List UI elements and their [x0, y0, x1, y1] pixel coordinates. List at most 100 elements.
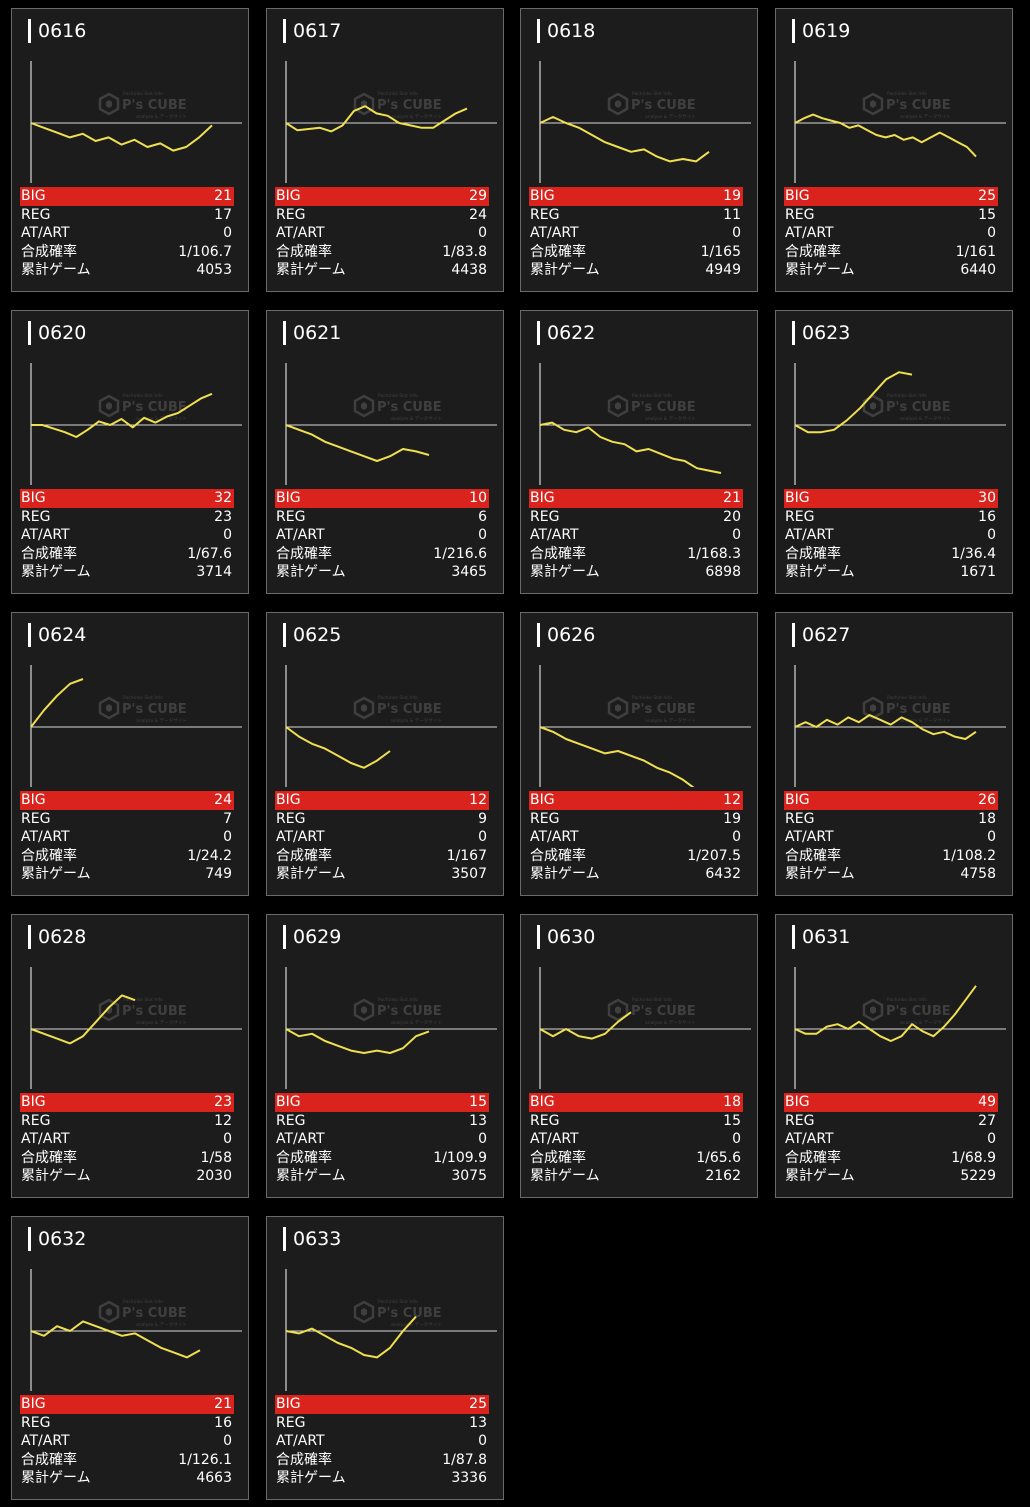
svg-text:analyze & データサイト: analyze & データサイト	[391, 1321, 442, 1328]
machine-card-0628[interactable]: 0628 P's CUBE Pachinko Slot Info analyze…	[11, 914, 249, 1198]
reg-row: REG 24	[275, 206, 489, 225]
reg-value: 18	[978, 810, 996, 827]
big-value: 18	[723, 1094, 741, 1110]
prob-value: 1/126.1	[178, 1451, 232, 1468]
machine-card-0623[interactable]: 0623 P's CUBE Pachinko Slot Info analyze…	[775, 310, 1013, 594]
games-label: 累計ゲーム	[785, 564, 855, 581]
probability-row: 合成確率 1/165	[529, 243, 743, 262]
graph-line	[539, 116, 710, 163]
watermark-logo: P's CUBE Pachinko Slot Info analyze & デー…	[98, 91, 187, 120]
machine-card-0624[interactable]: 0624 P's CUBE Pachinko Slot Info analyze…	[11, 612, 249, 896]
big-value: 25	[469, 1396, 487, 1412]
games-row: 累計ゲーム 3465	[275, 563, 489, 582]
big-row: BIG 23	[20, 1093, 234, 1112]
watermark-logo: P's CUBE Pachinko Slot Info analyze & デー…	[353, 393, 442, 422]
atart-label: AT/ART	[530, 527, 579, 544]
atart-value: 0	[223, 527, 232, 544]
big-row: BIG 25	[275, 1395, 489, 1414]
reg-label: REG	[276, 1112, 306, 1129]
prob-label: 合成確率	[785, 847, 841, 864]
machine-card-0621[interactable]: 0621 P's CUBE Pachinko Slot Info analyze…	[266, 310, 504, 594]
big-value: 30	[978, 490, 996, 506]
big-value: 32	[214, 490, 232, 506]
machine-card-0625[interactable]: 0625 P's CUBE Pachinko Slot Info analyze…	[266, 612, 504, 896]
reg-label: REG	[530, 1112, 560, 1129]
prob-label: 合成確率	[530, 847, 586, 864]
probability-row: 合成確率 1/83.8	[275, 243, 489, 262]
atart-row: AT/ART 0	[784, 224, 998, 243]
reg-row: REG 9	[275, 810, 489, 829]
reg-value: 15	[723, 1112, 741, 1129]
prob-value: 1/87.8	[442, 1451, 487, 1468]
svg-text:analyze & データサイト: analyze & データサイト	[136, 1321, 187, 1328]
atart-label: AT/ART	[21, 1131, 70, 1148]
machine-card-0630[interactable]: 0630 P's CUBE Pachinko Slot Info analyze…	[520, 914, 758, 1198]
svg-text:analyze & データサイト: analyze & データサイト	[391, 415, 442, 422]
big-row: BIG 10	[275, 489, 489, 508]
machine-card-0633[interactable]: 0633 P's CUBE Pachinko Slot Info analyze…	[266, 1216, 504, 1500]
big-label: BIG	[785, 792, 810, 808]
atart-value: 0	[732, 225, 741, 242]
machine-card-0626[interactable]: 0626 P's CUBE Pachinko Slot Info analyze…	[520, 612, 758, 896]
big-label: BIG	[276, 792, 301, 808]
big-value: 19	[723, 188, 741, 204]
games-value: 4758	[960, 866, 996, 883]
stats-table: BIG 24 REG 7 AT/ART 0 合成確率 1/24.2 累計ゲーム 749	[20, 791, 234, 884]
atart-row: AT/ART 0	[275, 224, 489, 243]
big-value: 49	[978, 1094, 996, 1110]
svg-text:analyze & データサイト: analyze & データサイト	[391, 1019, 442, 1026]
reg-value: 24	[469, 206, 487, 223]
atart-row: AT/ART 0	[20, 1432, 234, 1451]
games-row: 累計ゲーム 2030	[20, 1167, 234, 1186]
payout-graph: P's CUBE Pachinko Slot Info analyze & デー…	[539, 665, 751, 787]
machine-card-0616[interactable]: 0616 P's CUBE Pachinko Slot Info analyze…	[11, 8, 249, 292]
big-label: BIG	[530, 1094, 555, 1110]
machine-card-0632[interactable]: 0632 P's CUBE Pachinko Slot Info analyze…	[11, 1216, 249, 1500]
reg-label: REG	[276, 1414, 306, 1431]
games-label: 累計ゲーム	[21, 1470, 91, 1487]
atart-row: AT/ART 0	[784, 526, 998, 545]
prob-value: 1/108.2	[942, 847, 996, 864]
big-value: 23	[214, 1094, 232, 1110]
atart-value: 0	[732, 527, 741, 544]
atart-row: AT/ART 0	[20, 828, 234, 847]
payout-graph: P's CUBE Pachinko Slot Info analyze & デー…	[539, 967, 751, 1089]
big-row: BIG 18	[529, 1093, 743, 1112]
machine-card-0627[interactable]: 0627 P's CUBE Pachinko Slot Info analyze…	[775, 612, 1013, 896]
machine-card-0620[interactable]: 0620 P's CUBE Pachinko Slot Info analyze…	[11, 310, 249, 594]
svg-text:P's CUBE: P's CUBE	[886, 702, 951, 717]
prob-label: 合成確率	[276, 545, 332, 562]
prob-value: 1/65.6	[696, 1149, 741, 1166]
watermark-logo: P's CUBE Pachinko Slot Info analyze & デー…	[607, 91, 696, 120]
prob-label: 合成確率	[530, 1149, 586, 1166]
reg-row: REG 13	[275, 1414, 489, 1433]
svg-text:analyze & データサイト: analyze & データサイト	[645, 415, 696, 422]
reg-label: REG	[530, 810, 560, 827]
graph-line	[794, 371, 913, 434]
machine-card-0618[interactable]: 0618 P's CUBE Pachinko Slot Info analyze…	[520, 8, 758, 292]
games-label: 累計ゲーム	[276, 1470, 346, 1487]
watermark-logo: P's CUBE Pachinko Slot Info analyze & デー…	[98, 997, 187, 1026]
games-row: 累計ゲーム 4053	[20, 261, 234, 280]
reg-label: REG	[21, 206, 51, 223]
watermark-logo: P's CUBE Pachinko Slot Info analyze & デー…	[862, 91, 951, 120]
reg-label: REG	[21, 1112, 51, 1129]
reg-row: REG 6	[275, 508, 489, 527]
machine-card-0631[interactable]: 0631 P's CUBE Pachinko Slot Info analyze…	[775, 914, 1013, 1198]
machine-card-0629[interactable]: 0629 P's CUBE Pachinko Slot Info analyze…	[266, 914, 504, 1198]
machine-card-0619[interactable]: 0619 P's CUBE Pachinko Slot Info analyze…	[775, 8, 1013, 292]
machine-card-0617[interactable]: 0617 P's CUBE Pachinko Slot Info analyze…	[266, 8, 504, 292]
svg-text:Pachinko Slot Info: Pachinko Slot Info	[123, 91, 163, 97]
reg-value: 13	[469, 1414, 487, 1431]
prob-value: 1/168.3	[687, 545, 741, 562]
svg-text:analyze & データサイト: analyze & データサイト	[136, 717, 187, 724]
watermark-logo: P's CUBE Pachinko Slot Info analyze & デー…	[353, 997, 442, 1026]
probability-row: 合成確率 1/108.2	[784, 847, 998, 866]
svg-text:P's CUBE: P's CUBE	[122, 702, 187, 717]
watermark-logo: P's CUBE Pachinko Slot Info analyze & デー…	[607, 393, 696, 422]
machine-card-0622[interactable]: 0622 P's CUBE Pachinko Slot Info analyze…	[520, 310, 758, 594]
big-label: BIG	[785, 188, 810, 204]
svg-text:Pachinko Slot Info: Pachinko Slot Info	[123, 393, 163, 399]
probability-row: 合成確率 1/167	[275, 847, 489, 866]
stats-table: BIG 29 REG 24 AT/ART 0 合成確率 1/83.8 累計ゲーム 4438	[275, 187, 489, 280]
